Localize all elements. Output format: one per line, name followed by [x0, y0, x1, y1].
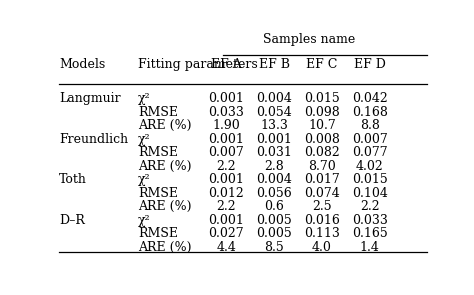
Text: 2.8: 2.8	[264, 160, 284, 173]
Text: EF A: EF A	[211, 58, 242, 71]
Text: Toth: Toth	[59, 173, 87, 186]
Text: 1.90: 1.90	[212, 119, 240, 132]
Text: RMSE: RMSE	[138, 187, 178, 200]
Text: 13.3: 13.3	[260, 119, 288, 132]
Text: 0.077: 0.077	[352, 146, 387, 159]
Text: 0.104: 0.104	[352, 187, 388, 200]
Text: Samples name: Samples name	[263, 33, 355, 46]
Text: 0.007: 0.007	[352, 133, 388, 146]
Text: 0.001: 0.001	[209, 173, 244, 186]
Text: 0.004: 0.004	[256, 173, 292, 186]
Text: 0.082: 0.082	[304, 146, 340, 159]
Text: 0.005: 0.005	[256, 227, 292, 240]
Text: 0.098: 0.098	[304, 106, 340, 119]
Text: 0.042: 0.042	[352, 92, 388, 105]
Text: 0.015: 0.015	[304, 92, 340, 105]
Text: 0.027: 0.027	[209, 227, 244, 240]
Text: D–R: D–R	[59, 214, 85, 227]
Text: Langmuir: Langmuir	[59, 92, 121, 105]
Text: ARE (%): ARE (%)	[138, 200, 191, 213]
Text: ARE (%): ARE (%)	[138, 119, 191, 132]
Text: EF C: EF C	[306, 58, 337, 71]
Text: 8.70: 8.70	[308, 160, 336, 173]
Text: 0.001: 0.001	[209, 133, 244, 146]
Text: RMSE: RMSE	[138, 146, 178, 159]
Text: Freundlich: Freundlich	[59, 133, 128, 146]
Text: EF B: EF B	[259, 58, 290, 71]
Text: χ²: χ²	[138, 92, 151, 105]
Text: 8.5: 8.5	[264, 241, 284, 254]
Text: 0.005: 0.005	[256, 214, 292, 227]
Text: 4.4: 4.4	[217, 241, 237, 254]
Text: 0.007: 0.007	[209, 146, 244, 159]
Text: 1.4: 1.4	[360, 241, 380, 254]
Text: 4.02: 4.02	[356, 160, 383, 173]
Text: 0.001: 0.001	[209, 214, 244, 227]
Text: 0.001: 0.001	[209, 92, 244, 105]
Text: 0.168: 0.168	[352, 106, 388, 119]
Text: Models: Models	[59, 58, 106, 71]
Text: 8.8: 8.8	[360, 119, 380, 132]
Text: 0.165: 0.165	[352, 227, 388, 240]
Text: 0.017: 0.017	[304, 173, 340, 186]
Text: 0.074: 0.074	[304, 187, 340, 200]
Text: Fitting parameters: Fitting parameters	[138, 58, 258, 71]
Text: RMSE: RMSE	[138, 227, 178, 240]
Text: RMSE: RMSE	[138, 106, 178, 119]
Text: ARE (%): ARE (%)	[138, 160, 191, 173]
Text: 0.113: 0.113	[304, 227, 340, 240]
Text: 0.004: 0.004	[256, 92, 292, 105]
Text: 0.033: 0.033	[352, 214, 388, 227]
Text: 0.6: 0.6	[264, 200, 284, 213]
Text: 0.031: 0.031	[256, 146, 292, 159]
Text: 2.2: 2.2	[217, 200, 236, 213]
Text: EF D: EF D	[354, 58, 385, 71]
Text: 0.001: 0.001	[256, 133, 292, 146]
Text: 4.0: 4.0	[312, 241, 332, 254]
Text: χ²: χ²	[138, 173, 151, 186]
Text: 0.008: 0.008	[304, 133, 340, 146]
Text: 2.2: 2.2	[217, 160, 236, 173]
Text: 2.5: 2.5	[312, 200, 332, 213]
Text: 0.033: 0.033	[209, 106, 244, 119]
Text: 0.056: 0.056	[256, 187, 292, 200]
Text: 0.054: 0.054	[256, 106, 292, 119]
Text: 0.015: 0.015	[352, 173, 388, 186]
Text: 0.012: 0.012	[209, 187, 244, 200]
Text: 0.016: 0.016	[304, 214, 340, 227]
Text: 10.7: 10.7	[308, 119, 336, 132]
Text: χ²: χ²	[138, 133, 151, 146]
Text: ARE (%): ARE (%)	[138, 241, 191, 254]
Text: 2.2: 2.2	[360, 200, 380, 213]
Text: χ²: χ²	[138, 214, 151, 227]
